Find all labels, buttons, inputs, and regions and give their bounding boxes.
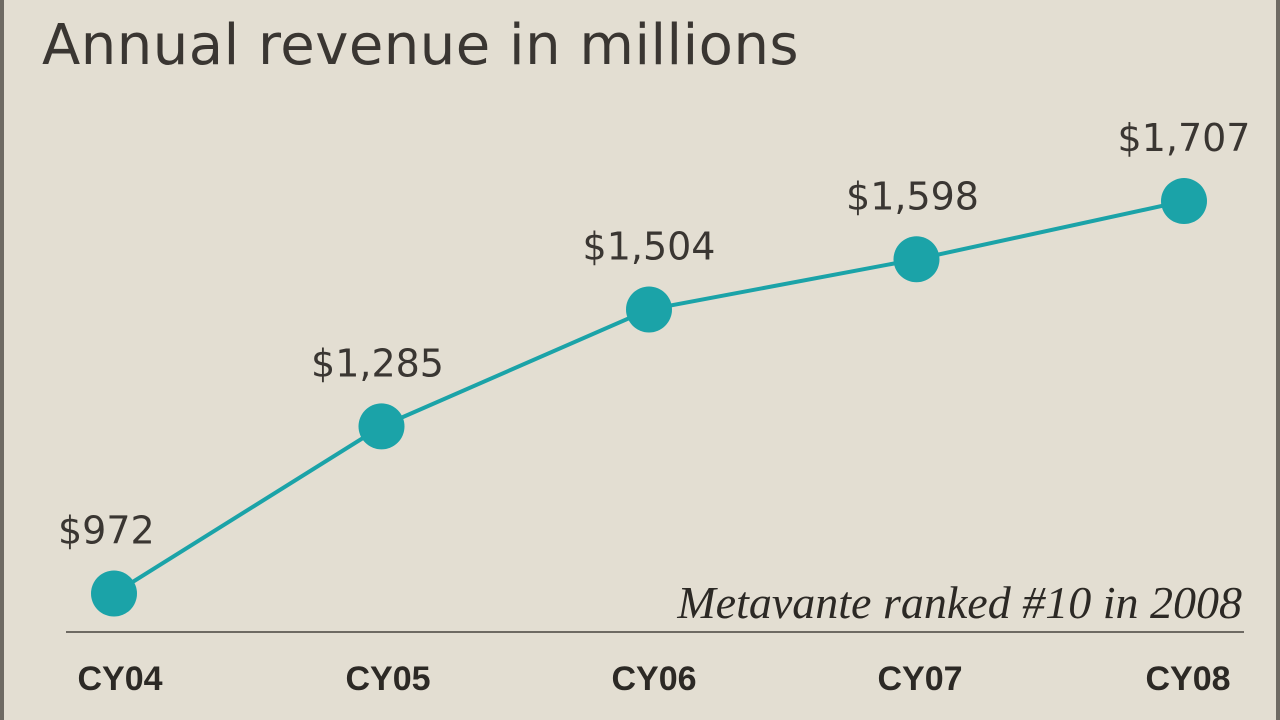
data-point-cy08 xyxy=(1161,178,1207,225)
category-label-cy06: CY06 xyxy=(611,660,696,698)
data-point-cy05 xyxy=(358,403,405,450)
line-chart: Metavante ranked #10 in 2008 $972$1,285$… xyxy=(58,116,1250,698)
data-point-cy07 xyxy=(893,236,940,283)
annotation-text: Metavante ranked #10 in 2008 xyxy=(676,577,1242,628)
value-label-cy06: $1,504 xyxy=(583,224,716,268)
value-label-cy05: $1,285 xyxy=(311,341,444,385)
category-label-cy05: CY05 xyxy=(345,660,430,698)
value-label-cy04: $972 xyxy=(58,509,155,553)
data-point-cy06 xyxy=(626,286,672,333)
chart-title: Annual revenue in millions xyxy=(42,13,800,78)
category-label-cy07: CY07 xyxy=(877,660,962,698)
series-layer xyxy=(91,178,1207,617)
label-layer: $972 $1,285 $1,504 $1,598 $1,707 CY04 CY05 CY06… xyxy=(58,116,1250,698)
category-label-cy04: CY04 xyxy=(77,660,162,698)
category-label-cy08: CY08 xyxy=(1145,660,1230,698)
value-label-cy08: $1,707 xyxy=(1118,116,1251,160)
data-point-cy04 xyxy=(91,570,137,617)
value-label-cy07: $1,598 xyxy=(846,174,979,218)
